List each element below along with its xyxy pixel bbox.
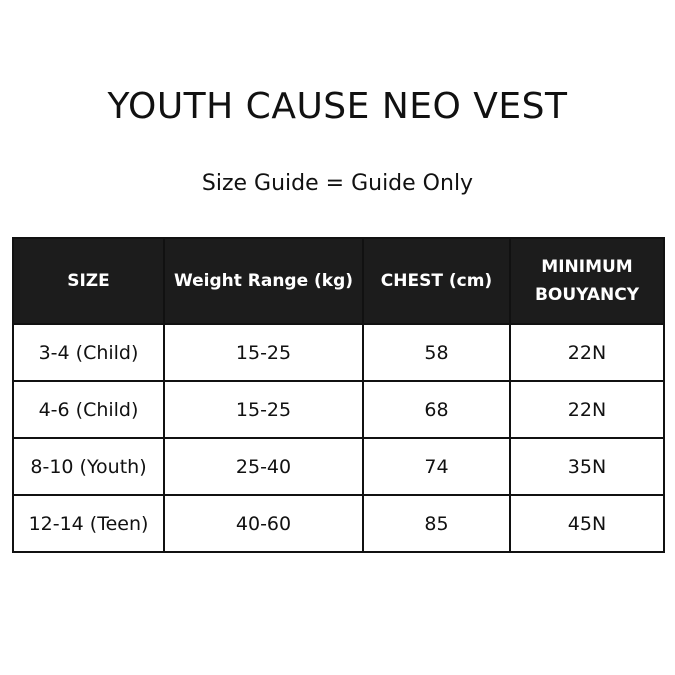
- table-row: 12-14 (Teen) 40-60 85 45N: [12, 494, 665, 553]
- table-cell: 15-25: [163, 380, 364, 439]
- table-row: 4-6 (Child) 15-25 68 22N: [12, 380, 665, 439]
- column-header: CHEST (cm): [362, 237, 511, 325]
- table-cell: 35N: [509, 437, 665, 496]
- table-cell: 22N: [509, 380, 665, 439]
- table-cell: 74: [362, 437, 511, 496]
- table-cell: 15-25: [163, 323, 364, 382]
- table-row: 8-10 (Youth) 25-40 74 35N: [12, 437, 665, 496]
- table-cell: 40-60: [163, 494, 364, 553]
- column-header: Weight Range (kg): [163, 237, 364, 325]
- table-cell: 8-10 (Youth): [12, 437, 165, 496]
- subtitle: Size Guide = Guide Only: [201, 171, 474, 196]
- table-cell: 45N: [509, 494, 665, 553]
- column-header: MINIMUM BOUYANCY: [509, 237, 665, 325]
- title: YOUTH CAUSE NEO VEST: [107, 86, 568, 127]
- table-cell: 22N: [509, 323, 665, 382]
- table-cell: 3-4 (Child): [12, 323, 165, 382]
- table-cell: 12-14 (Teen): [12, 494, 165, 553]
- table-body: 3-4 (Child) 15-25 58 22N 4-6 (Child) 15-25 68 2…: [12, 323, 665, 553]
- table-cell: 4-6 (Child): [12, 380, 165, 439]
- table-cell: 58: [362, 323, 511, 382]
- table-cell: 25-40: [163, 437, 364, 496]
- table-cell: 85: [362, 494, 511, 553]
- size-table: SIZE Weight Range (kg) CHEST (cm) MINIMUM B…: [12, 237, 665, 553]
- column-header: SIZE: [12, 237, 165, 325]
- table-row: 3-4 (Child) 15-25 58 22N: [12, 323, 665, 382]
- table-cell: 68: [362, 380, 511, 439]
- header-row: SIZE Weight Range (kg) CHEST (cm) MINIMUM B…: [12, 237, 665, 325]
